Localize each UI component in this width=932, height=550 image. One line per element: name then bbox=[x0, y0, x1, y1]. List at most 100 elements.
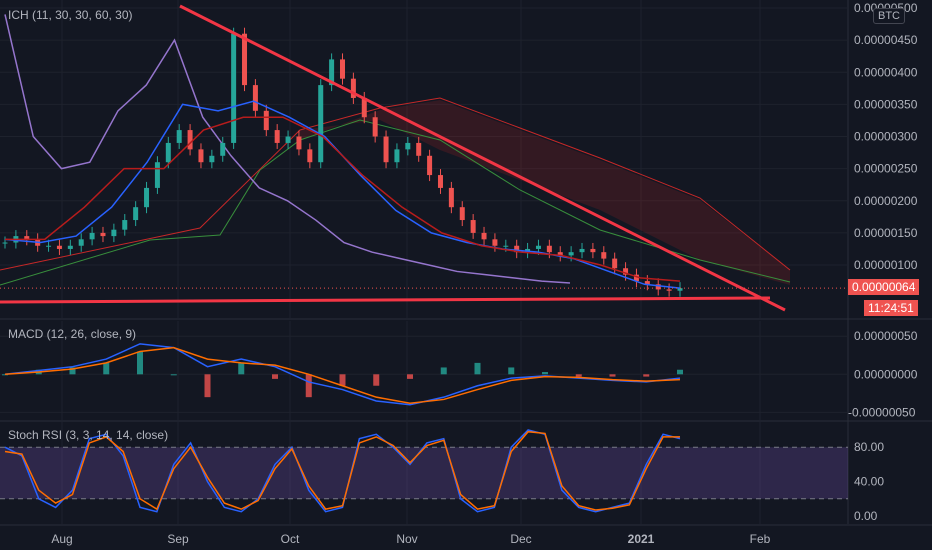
candle-body bbox=[416, 142, 422, 156]
candle-body bbox=[78, 239, 84, 246]
price-axis-label: 0.00000300 bbox=[854, 130, 918, 144]
candle-body bbox=[329, 59, 335, 86]
macd-pane-title: MACD (12, 26, close, 9) bbox=[8, 327, 137, 341]
macd-histogram-bar bbox=[407, 374, 413, 379]
macd-histogram-bar bbox=[238, 362, 245, 375]
price-axis-label: 0.00000100 bbox=[854, 258, 918, 272]
macd-histogram-bar bbox=[170, 374, 177, 376]
candle-body bbox=[481, 232, 487, 240]
candle-body bbox=[56, 245, 62, 249]
candle-body bbox=[677, 288, 683, 291]
candle-body bbox=[274, 130, 280, 143]
macd-histogram-bar bbox=[373, 374, 380, 386]
macd-histogram-bar bbox=[542, 372, 548, 375]
candle-body bbox=[46, 245, 52, 247]
macd-axis-label: 0.00000000 bbox=[854, 367, 918, 381]
ichimoku-cloud bbox=[300, 100, 790, 285]
candle-body bbox=[2, 242, 8, 244]
macd-histogram-bar bbox=[137, 351, 143, 375]
macd-histogram-bar bbox=[575, 374, 582, 377]
candle-body bbox=[535, 245, 541, 249]
candle-body bbox=[623, 268, 629, 275]
candle-body bbox=[307, 149, 313, 163]
candle-body bbox=[340, 59, 345, 79]
candle-body bbox=[546, 245, 552, 253]
candle-body bbox=[427, 155, 433, 176]
x-tick-label: Sep bbox=[167, 532, 189, 546]
macd-histogram-bar bbox=[609, 374, 616, 377]
macd-histogram-bar bbox=[508, 367, 515, 375]
candle-body bbox=[503, 245, 509, 247]
macd-histogram-bar bbox=[103, 362, 110, 375]
candle-body bbox=[470, 220, 476, 233]
candle-body bbox=[612, 258, 618, 269]
x-tick-label: Dec bbox=[510, 532, 531, 546]
macd-histogram-bar bbox=[474, 362, 481, 375]
trendline-lower bbox=[0, 296, 771, 304]
candle-body bbox=[67, 245, 73, 249]
candle-body bbox=[176, 130, 182, 143]
macd-axis-label: -0.00000050 bbox=[848, 405, 916, 419]
x-tick-label: Oct bbox=[281, 532, 300, 546]
stoch-rsi-band bbox=[0, 447, 848, 499]
rsi-pane-title: Stoch RSI (3, 3, 14, 14, close) bbox=[8, 428, 169, 442]
macd-signal-line bbox=[4, 346, 681, 405]
candle-body bbox=[601, 252, 607, 259]
candle-body bbox=[220, 142, 226, 156]
candle-body bbox=[198, 149, 204, 163]
candle-body bbox=[492, 239, 498, 246]
candle-body bbox=[350, 78, 356, 98]
candle-body bbox=[514, 245, 520, 253]
price-axis-label: 0.00000450 bbox=[854, 33, 918, 47]
macd-histogram-bar bbox=[204, 374, 211, 398]
candle-body bbox=[296, 136, 302, 150]
candle-body bbox=[122, 220, 128, 230]
candle-body bbox=[285, 136, 291, 143]
candle-body bbox=[252, 85, 258, 111]
candle-body bbox=[209, 155, 215, 163]
rsi-axis-label: 80.00 bbox=[854, 440, 884, 454]
candle-body bbox=[263, 110, 269, 131]
x-tick-label: 2021 bbox=[628, 532, 655, 546]
macd-histogram-bar bbox=[339, 374, 346, 386]
macd-histogram-bar bbox=[305, 374, 312, 398]
candle-body bbox=[568, 252, 574, 256]
chikou-span-line bbox=[4, 14, 571, 284]
candle-body bbox=[165, 142, 171, 163]
macd-histogram-bar bbox=[69, 367, 76, 375]
candle-body bbox=[557, 252, 563, 256]
stoch-k-line bbox=[4, 429, 681, 513]
macd-histogram-bar bbox=[643, 374, 650, 377]
candle-body bbox=[590, 248, 596, 253]
rsi-axis-label: 0.00 bbox=[854, 509, 878, 523]
quote-unit-badge[interactable]: BTC bbox=[873, 8, 905, 24]
candle-body bbox=[24, 236, 30, 240]
candle-body bbox=[459, 207, 465, 221]
candle-body bbox=[231, 33, 237, 143]
candle-body bbox=[100, 232, 106, 237]
candle-body bbox=[394, 149, 400, 163]
countdown-tag: 11:24:51 bbox=[864, 300, 918, 316]
macd-histogram-bar bbox=[440, 367, 447, 375]
candle-body bbox=[89, 232, 95, 240]
price-axis-label: 0.00000250 bbox=[854, 162, 918, 176]
x-tick-label: Feb bbox=[750, 532, 771, 546]
kijun-sen-line bbox=[5, 116, 681, 282]
candle-body bbox=[448, 187, 454, 208]
price-axis-label: 0.00000200 bbox=[854, 194, 918, 208]
candle-body bbox=[361, 97, 367, 118]
candle-body bbox=[133, 207, 139, 221]
candle-body bbox=[437, 175, 443, 188]
x-tick-label: Aug bbox=[51, 532, 72, 546]
candle-body bbox=[242, 33, 248, 86]
candle-body bbox=[633, 274, 639, 282]
candle-body bbox=[579, 248, 585, 253]
senkou-span-a-line bbox=[0, 119, 791, 286]
price-axis-label: 0.00000400 bbox=[854, 65, 918, 79]
candle-body bbox=[666, 289, 672, 291]
trendline-upper bbox=[179, 4, 786, 312]
stoch-d-line bbox=[4, 430, 680, 511]
candle-body bbox=[372, 117, 378, 137]
candle-body bbox=[154, 162, 160, 188]
